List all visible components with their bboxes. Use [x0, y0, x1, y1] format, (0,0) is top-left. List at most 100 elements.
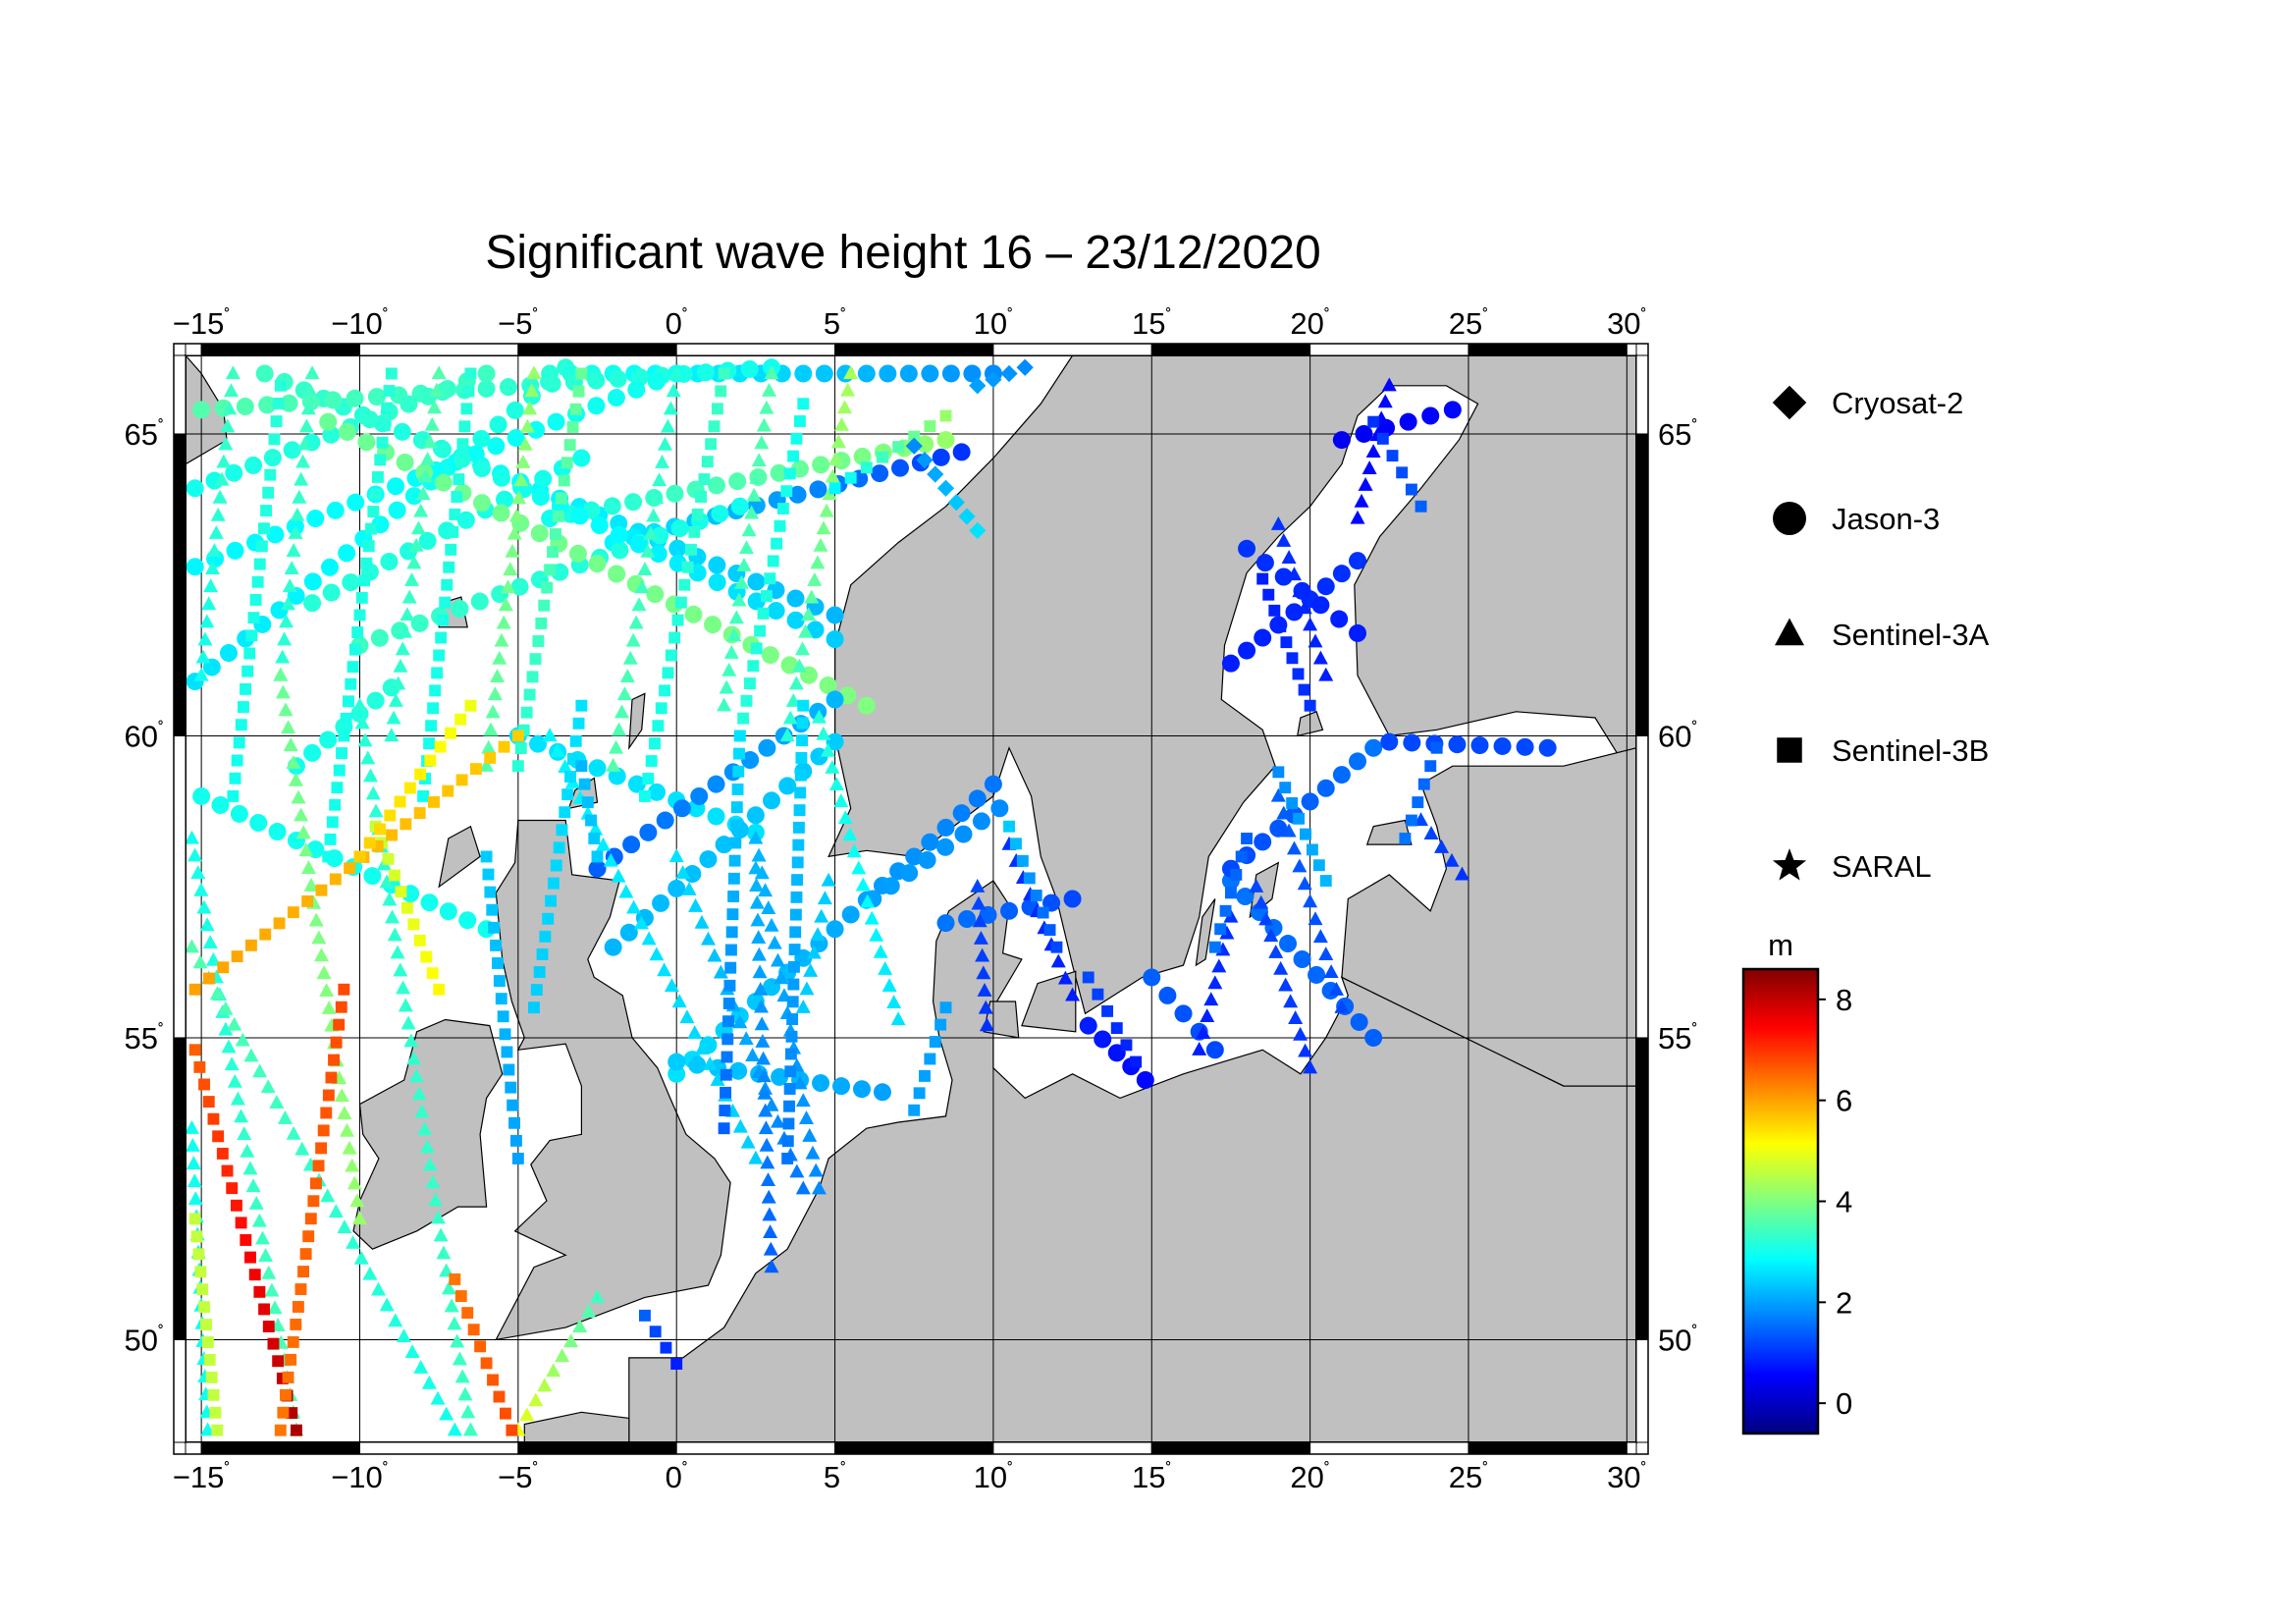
observation-square [719, 1105, 731, 1116]
observation-circle [1332, 766, 1351, 784]
observation-triangle [436, 1245, 452, 1260]
observation-square [724, 944, 737, 956]
observation-square [545, 894, 558, 907]
observation-square [253, 1285, 266, 1298]
lon-tick-label-top: 0˚ [666, 306, 688, 341]
observation-square [217, 961, 230, 974]
observation-triangle [424, 416, 440, 431]
observation-triangle [422, 1157, 438, 1171]
observation-diamond [969, 521, 987, 539]
observation-square [328, 1054, 340, 1066]
observation-square [1280, 636, 1293, 649]
observation-triangle [825, 468, 840, 483]
observation-triangle [300, 401, 316, 415]
observation-square [538, 599, 551, 612]
observation-circle [1316, 779, 1335, 797]
observation-square [791, 856, 804, 869]
observation-triangle [754, 435, 770, 450]
observation-triangle [362, 1266, 378, 1280]
observation-triangle [1278, 977, 1294, 992]
observation-triangle [646, 508, 662, 522]
degree-symbol: ˚ [1641, 1460, 1647, 1480]
observation-square [1405, 814, 1417, 827]
observation-circle [338, 544, 356, 563]
observation-circle [360, 410, 379, 429]
observation-circle [456, 511, 475, 529]
observation-triangle [837, 400, 853, 414]
observation-square [454, 1290, 467, 1302]
frame-segment-right [1635, 354, 1649, 435]
observation-square [294, 1283, 307, 1295]
degree-symbol: ˚ [1324, 1460, 1330, 1480]
observation-triangle [614, 704, 629, 719]
observation-square [529, 653, 542, 666]
observation-square [908, 1104, 921, 1116]
observation-circle [587, 371, 606, 390]
legend-marker-circle [1773, 502, 1806, 535]
observation-triangle [519, 1407, 535, 1422]
observation-square [924, 1053, 936, 1065]
observation-square [1376, 432, 1389, 445]
observation-square [304, 1213, 317, 1225]
observation-square [251, 575, 264, 588]
degree-symbol: ˚ [158, 1323, 164, 1342]
observation-triangle [746, 487, 762, 502]
observation-triangle [764, 365, 779, 380]
observation-triangle [1281, 550, 1297, 564]
observation-square [860, 461, 873, 474]
observation-square [662, 667, 674, 679]
observation-square [329, 798, 342, 811]
land-lewis [438, 825, 481, 889]
observation-triangle [462, 1422, 478, 1436]
observation-circle [492, 504, 510, 522]
observation-triangle [748, 860, 764, 875]
observation-triangle [195, 649, 211, 664]
observation-triangle [283, 737, 298, 751]
observation-circle [667, 1053, 686, 1071]
observation-triangle [513, 472, 529, 487]
observation-circle [434, 473, 453, 492]
observation-triangle [634, 579, 650, 594]
observation-square [382, 852, 395, 865]
degree-symbol: ˚ [1007, 306, 1013, 326]
observation-triangle [234, 1109, 249, 1123]
observation-square [674, 596, 687, 609]
observation-triangle [186, 1156, 201, 1170]
observation-triangle [360, 750, 376, 765]
lon-tick-label-top: 25˚ [1449, 306, 1488, 341]
observation-square [260, 505, 273, 516]
observation-triangle [843, 365, 859, 380]
observation-diamond [969, 377, 987, 395]
observation-square [498, 740, 510, 753]
observation-circle [1094, 1030, 1112, 1049]
observation-triangle [286, 543, 301, 557]
lon-tick-label-bottom: −15˚ [173, 1460, 231, 1494]
observation-circle [936, 431, 955, 450]
observation-circle [1470, 736, 1489, 755]
observation-triangle [687, 1025, 703, 1040]
observation-triangle [1308, 911, 1323, 926]
observation-triangle [444, 1298, 459, 1313]
observation-circle [370, 628, 389, 647]
observation-square [207, 1112, 220, 1125]
observation-triangle [490, 669, 506, 682]
observation-square [469, 763, 482, 776]
observation-square [362, 540, 375, 553]
observation-square [480, 850, 493, 863]
observation-square [1396, 466, 1409, 479]
observation-square [705, 438, 718, 451]
observation-square [198, 1301, 211, 1314]
observation-circle [812, 1074, 830, 1093]
observation-triangle [224, 383, 240, 398]
observation-circle [283, 441, 301, 460]
observation-square [272, 397, 285, 409]
observation-triangle [751, 453, 767, 467]
observation-square [240, 682, 251, 695]
observation-circle [704, 616, 722, 634]
observation-square [787, 978, 800, 991]
observation-triangle [707, 947, 722, 962]
colorbar-tick-label: 6 [1836, 1084, 1852, 1118]
observation-square [427, 702, 440, 715]
observation-triangle [761, 1189, 776, 1204]
observation-circle [1174, 1004, 1193, 1023]
